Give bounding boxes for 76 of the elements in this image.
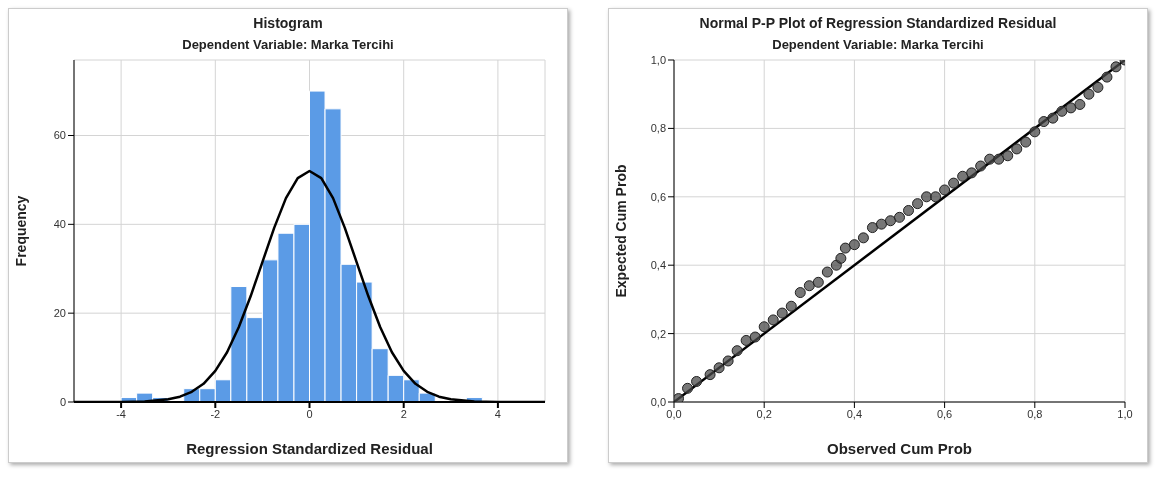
point <box>812 276 824 288</box>
point <box>704 369 716 381</box>
chart-title: Normal P-P Plot of Regression Standardized Residual <box>698 15 1058 31</box>
point <box>1110 61 1122 73</box>
point <box>794 287 806 299</box>
point <box>1101 71 1113 83</box>
x-tick-label: -4 <box>116 407 126 420</box>
x-axis-title: Regression Standardized Residual <box>186 440 433 457</box>
x-tick-label: 0,6 <box>936 407 953 420</box>
point <box>966 167 978 179</box>
point <box>893 211 905 223</box>
point <box>1020 136 1032 148</box>
point <box>839 242 851 254</box>
point <box>1092 81 1104 93</box>
x-tick-label: 0,0 <box>666 407 682 420</box>
y-axis-title: Expected Cum Prob <box>612 164 629 298</box>
y-tick-label: 0 <box>59 395 66 408</box>
point <box>803 280 815 292</box>
point <box>758 321 770 333</box>
point <box>749 331 761 343</box>
y-tick-label: 0,4 <box>650 259 666 272</box>
point <box>930 191 942 203</box>
y-tick-label: 20 <box>53 307 66 320</box>
chart-title: Histogram <box>252 15 324 31</box>
point <box>1074 98 1086 110</box>
point <box>975 160 987 172</box>
point <box>767 314 779 326</box>
point <box>1038 116 1050 128</box>
point <box>785 300 797 312</box>
point <box>682 382 693 394</box>
y-tick-label: 0,8 <box>650 122 666 135</box>
point <box>740 334 752 346</box>
point <box>673 393 684 402</box>
point <box>713 362 725 374</box>
point <box>821 266 833 278</box>
chart-subtitle: Dependent Variable: Marka Tercihi <box>771 37 985 52</box>
x-tick-label: 0,2 <box>756 407 772 420</box>
chart-subtitle: Dependent Variable: Marka Tercihi <box>181 37 395 52</box>
x-tick-label: 2 <box>400 407 407 420</box>
point <box>884 215 896 227</box>
point <box>939 184 951 196</box>
point <box>948 177 960 189</box>
y-tick-label: 60 <box>53 129 66 142</box>
point <box>1056 105 1068 117</box>
x-tick-label: 1,0 <box>1117 407 1133 420</box>
point <box>776 307 788 319</box>
y-tick-label: 0,0 <box>650 395 666 408</box>
point <box>902 204 914 216</box>
x-axis-title: Observed Cum Prob <box>826 440 972 457</box>
y-axis-title: Frequency <box>12 195 29 267</box>
x-tick-label: 0,4 <box>846 407 863 420</box>
point <box>835 252 847 264</box>
point <box>848 239 860 251</box>
point <box>1065 102 1077 114</box>
x-tick-label: 4 <box>494 407 501 420</box>
point <box>1029 126 1041 138</box>
point <box>1083 88 1095 100</box>
point <box>875 218 887 230</box>
point <box>993 153 1005 165</box>
y-tick-label: 1,0 <box>650 53 666 66</box>
y-tick-label: 0,2 <box>650 327 666 340</box>
x-tick-label: -2 <box>210 407 221 420</box>
point <box>857 232 869 244</box>
point <box>1047 112 1059 124</box>
point <box>731 345 743 357</box>
point <box>691 375 703 387</box>
point <box>1011 143 1023 155</box>
point <box>912 198 924 210</box>
point <box>1002 150 1014 162</box>
point <box>957 170 969 182</box>
x-tick-label: 0 <box>306 407 313 420</box>
y-tick-label: 40 <box>53 218 66 231</box>
point <box>866 222 878 234</box>
point <box>722 355 734 367</box>
y-tick-label: 0,6 <box>650 190 666 203</box>
x-tick-label: 0,8 <box>1027 407 1043 420</box>
